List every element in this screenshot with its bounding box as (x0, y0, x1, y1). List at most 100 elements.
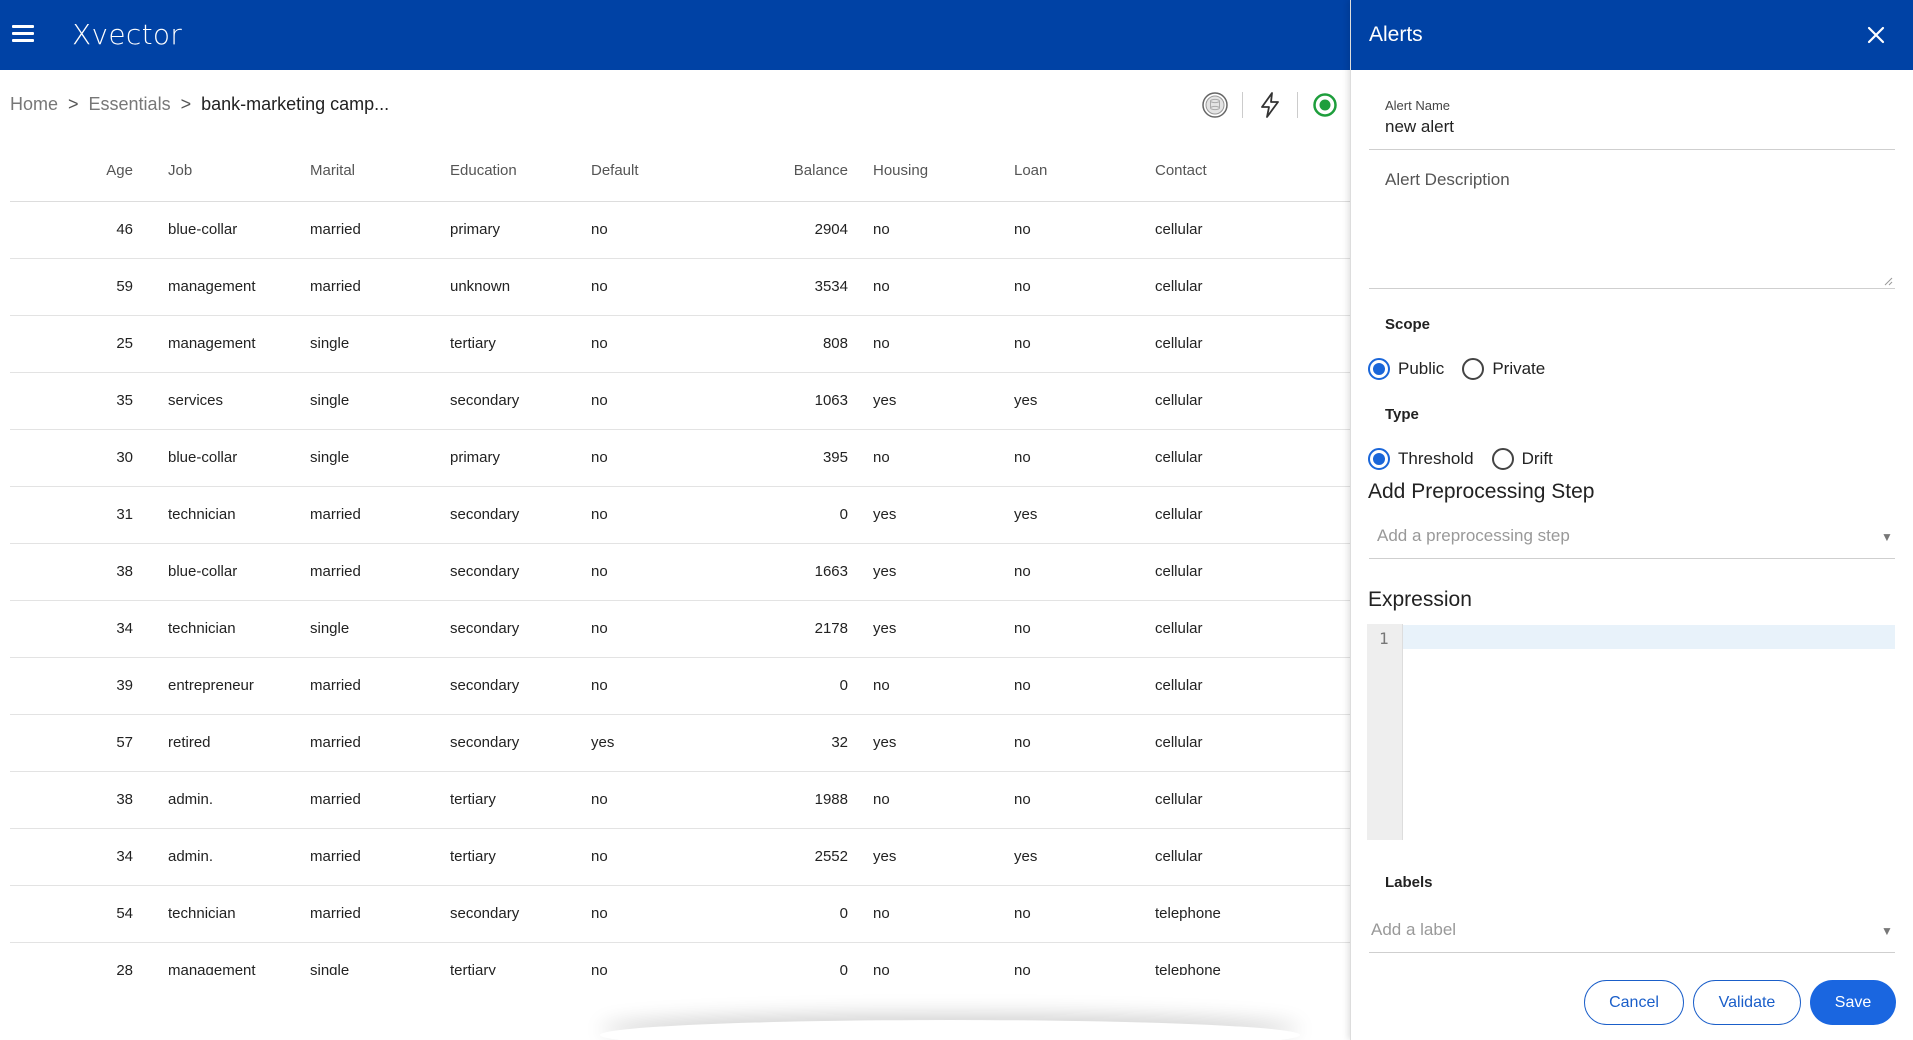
cell-contact: telephone (1155, 962, 1221, 975)
cell-housing: no (873, 962, 890, 975)
resize-handle-icon[interactable] (1883, 276, 1893, 286)
app-logo[interactable]: Xvector (72, 18, 183, 51)
breadcrumb-current: bank-marketing camp... (201, 94, 390, 114)
table-row[interactable]: 38 blue-collar married secondary no 1663 yes no… (10, 544, 1350, 601)
cell-job: blue-collar (168, 563, 238, 580)
table-row[interactable]: 59 management married unknown no 3534 no no cell… (10, 259, 1350, 316)
scroll-shadow (600, 1020, 1300, 1040)
alert-name-underline (1369, 149, 1895, 150)
column-header-contact[interactable]: Contact (1155, 162, 1207, 179)
cell-loan: yes (1014, 506, 1038, 523)
cell-loan: no (1014, 905, 1031, 922)
column-header-job[interactable]: Job (168, 162, 193, 179)
table-row[interactable]: 28 management single tertiary no 0 no no telepho… (10, 943, 1350, 975)
cell-education: tertiary (450, 335, 496, 352)
cell-education: primary (450, 449, 501, 466)
column-header-default[interactable]: Default (591, 162, 639, 179)
type-threshold-option[interactable]: Threshold (1368, 448, 1474, 470)
table-row[interactable]: 31 technician married secondary no 0 yes yes cel… (10, 487, 1350, 544)
line-number: 1 (1379, 629, 1389, 648)
editor-active-line[interactable] (1403, 625, 1895, 649)
radio-unchecked-icon[interactable] (1491, 448, 1514, 470)
cell-marital: married (310, 791, 361, 808)
column-header-marital[interactable]: Marital (310, 162, 356, 179)
cell-default: no (591, 221, 608, 238)
radio-checked-icon[interactable] (1368, 358, 1390, 380)
alert-description-input[interactable]: Alert Description (1385, 170, 1510, 189)
table-row[interactable]: 38 admin. married tertiary no 1988 no no cellula… (10, 772, 1350, 829)
breadcrumb-essentials[interactable]: Essentials (88, 94, 171, 114)
labels-label: Labels (1385, 874, 1433, 891)
cell-marital: married (310, 221, 361, 238)
cell-housing: no (873, 221, 890, 238)
expression-editor[interactable]: 1 (1367, 624, 1895, 840)
breadcrumb: Home > Essentials > bank-marketing camp... (10, 94, 389, 115)
type-drift-option[interactable]: Drift (1491, 448, 1553, 470)
chevron-down-icon[interactable]: ▼ (1881, 924, 1893, 938)
table-row[interactable]: 46 blue-collar married primary no 2904 no no cel… (10, 202, 1350, 259)
scope-public-label: Public (1398, 359, 1445, 378)
column-header-loan[interactable]: Loan (1014, 162, 1048, 179)
table-row[interactable]: 54 technician married secondary no 0 no no telep… (10, 886, 1350, 943)
cell-default: no (591, 905, 608, 922)
cell-contact: cellular (1155, 848, 1203, 865)
labels-select[interactable]: Add a label (1371, 920, 1457, 939)
breadcrumb-home[interactable]: Home (10, 94, 59, 114)
status-active-icon[interactable] (1310, 90, 1340, 120)
cell-age: 30 (116, 449, 133, 466)
chevron-down-icon[interactable]: ▼ (1881, 530, 1893, 544)
cell-default: yes (591, 734, 615, 751)
cell-marital: single (310, 449, 350, 466)
table-row[interactable]: 35 services single secondary no 1063 yes yes cel… (10, 373, 1350, 430)
cell-default: no (591, 962, 608, 975)
cell-default: no (591, 620, 608, 637)
cell-age: 34 (116, 620, 133, 637)
cell-default: no (591, 791, 608, 808)
cell-marital: married (310, 848, 361, 865)
cell-contact: cellular (1155, 563, 1203, 580)
cell-age: 54 (116, 905, 133, 922)
type-label: Type (1385, 406, 1419, 423)
cell-contact: telephone (1155, 905, 1221, 922)
cell-job: entrepreneur (168, 677, 254, 694)
column-header-housing[interactable]: Housing (873, 162, 929, 179)
cell-balance: 0 (839, 677, 848, 694)
cell-housing: yes (873, 563, 897, 580)
menu-icon[interactable] (12, 25, 34, 43)
cell-job: blue-collar (168, 449, 238, 466)
cell-education: tertiary (450, 962, 496, 975)
table-row[interactable]: 25 management single tertiary no 808 no no cellu… (10, 316, 1350, 373)
cell-education: tertiary (450, 791, 496, 808)
preprocessing-select[interactable]: Add a preprocessing step (1377, 526, 1570, 545)
cancel-button[interactable]: Cancel (1584, 980, 1684, 1025)
preprocessing-underline (1369, 558, 1895, 559)
radio-unchecked-icon[interactable] (1462, 358, 1485, 380)
column-header-balance[interactable]: Balance (793, 162, 848, 179)
table-row[interactable]: 57 retired married secondary yes 32 yes no cellu… (10, 715, 1350, 772)
cell-housing: no (873, 449, 890, 466)
close-icon[interactable] (1865, 24, 1887, 46)
cell-default: no (591, 335, 608, 352)
cell-education: secondary (450, 563, 520, 580)
cell-contact: cellular (1155, 278, 1203, 295)
radio-checked-icon[interactable] (1368, 448, 1390, 470)
cell-marital: single (310, 335, 350, 352)
table-row[interactable]: 34 admin. married tertiary no 2552 yes yes cellu… (10, 829, 1350, 886)
lightning-icon[interactable] (1255, 90, 1285, 120)
cell-age: 38 (116, 563, 133, 580)
validate-button[interactable]: Validate (1693, 980, 1801, 1025)
cell-age: 39 (116, 677, 133, 694)
scope-public-option[interactable]: Public (1368, 358, 1444, 380)
table-row[interactable]: 39 entrepreneur married secondary no 0 no no cel… (10, 658, 1350, 715)
database-icon[interactable] (1200, 90, 1230, 120)
scope-private-option[interactable]: Private (1462, 358, 1545, 380)
table-row[interactable]: 30 blue-collar single primary no 395 no no cellu… (10, 430, 1350, 487)
table-row[interactable]: 34 technician single secondary no 2178 yes no ce… (10, 601, 1350, 658)
column-header-education[interactable]: Education (450, 162, 517, 179)
alerts-drawer: Alerts Alert Name new alert Alert Descri… (1350, 0, 1913, 1040)
column-header-age[interactable]: Age (106, 162, 133, 179)
save-button[interactable]: Save (1810, 980, 1896, 1025)
scope-radio-group: Public Private (1368, 358, 1563, 380)
alert-name-input[interactable]: new alert (1385, 117, 1454, 136)
cell-age: 34 (116, 848, 133, 865)
